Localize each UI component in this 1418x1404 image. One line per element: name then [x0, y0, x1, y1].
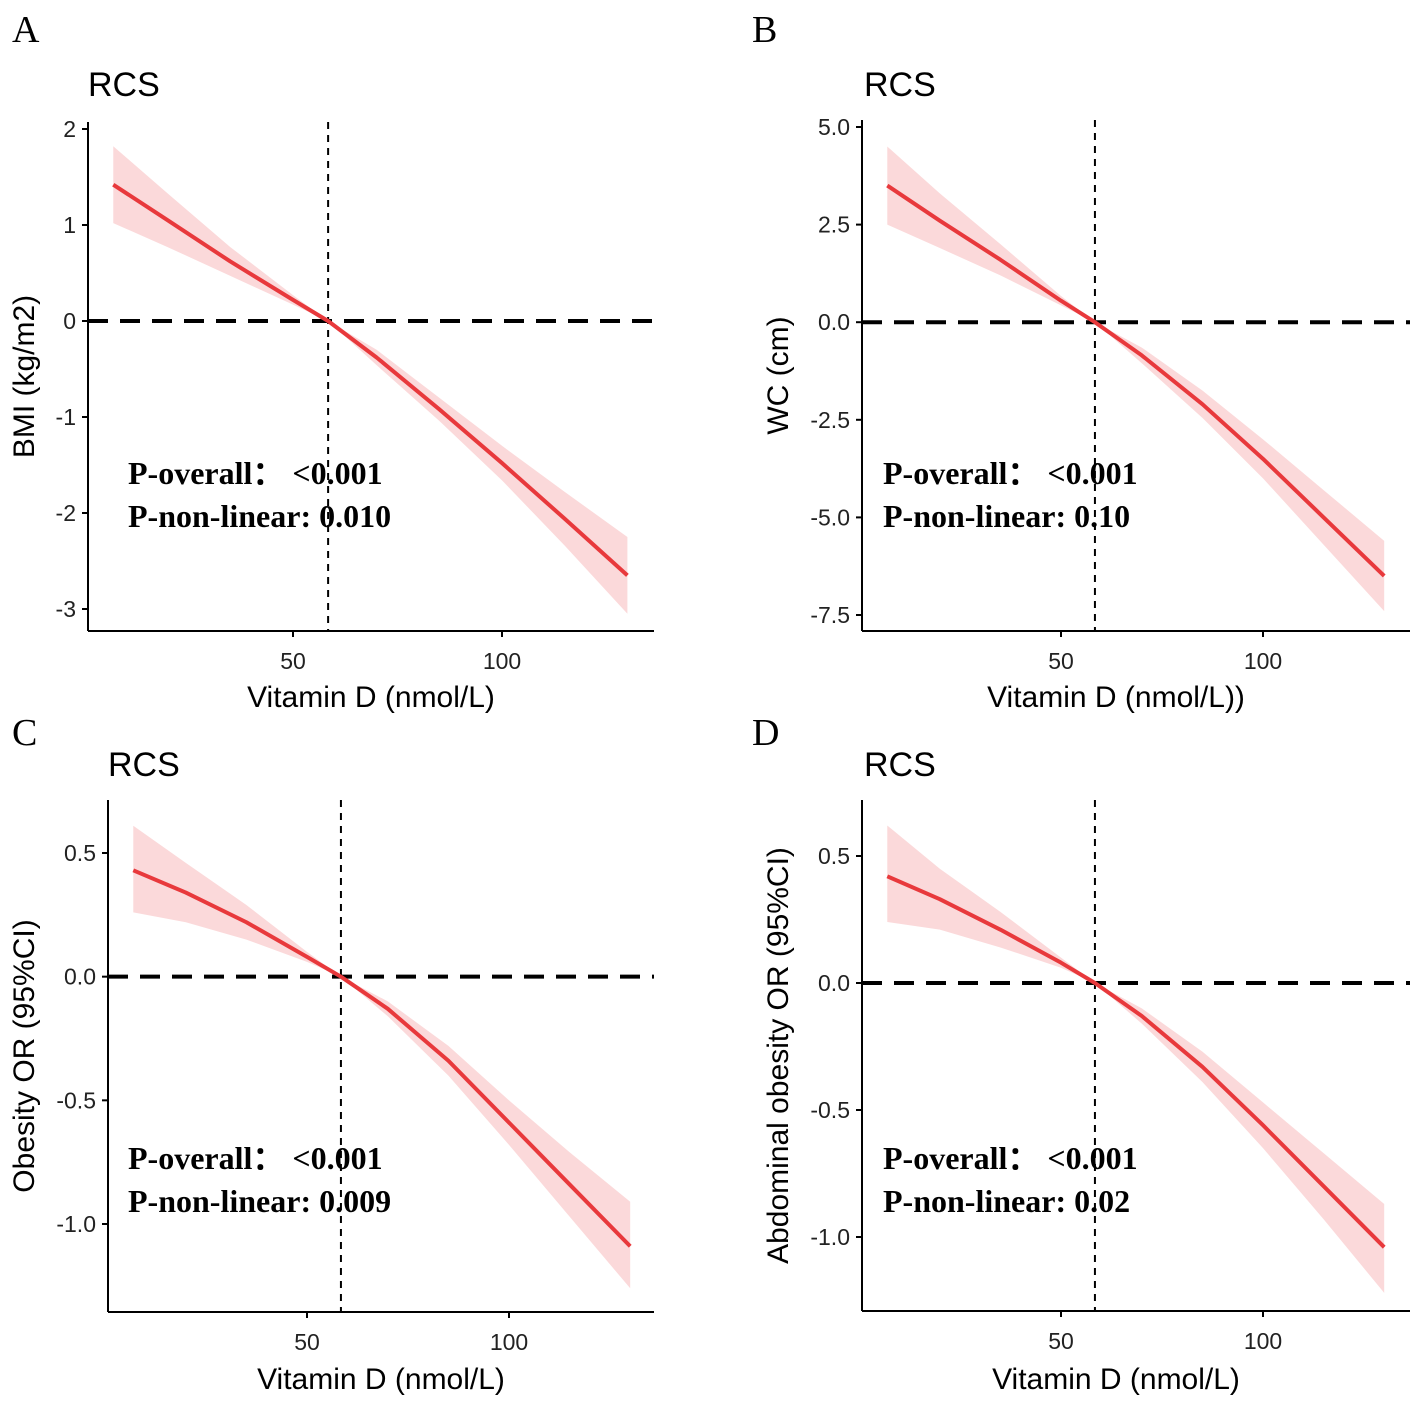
rcs-fit-line — [112, 183, 629, 577]
y-tick-label: -1 — [56, 404, 76, 430]
y-tick-label: 0.0 — [818, 970, 850, 996]
y-tick-label: 0.5 — [818, 843, 850, 869]
y-tick-label: -2.5 — [810, 407, 850, 433]
confidence-band — [887, 825, 1385, 1293]
panel-title: RCS — [864, 66, 936, 104]
x-tick-label: 50 — [294, 1329, 320, 1355]
y-tick-label: -2 — [56, 500, 76, 526]
panel-a: A RCS 2 1 0 -1 -2 -3 50 100 Vitamin D (nmol/L) BMI … — [8, 9, 654, 714]
p-nonlinear-annotation: P-non-linear: 0.010 — [128, 498, 391, 534]
confidence-band — [113, 146, 628, 614]
y-axis-label: Obesity OR (95%CI) — [8, 919, 41, 1192]
y-tick-label: 0.0 — [818, 309, 850, 335]
p-overall-annotation: P-overall： <0.001 — [883, 455, 1138, 491]
y-tick-label: 0.5 — [64, 840, 96, 866]
y-tick-label: 5.0 — [818, 114, 850, 140]
y-tick-label: -0.5 — [810, 1097, 850, 1123]
rcs-fit-line — [886, 183, 1386, 578]
panel-title: RCS — [108, 746, 180, 784]
y-axis-label: BMI (kg/m2) — [8, 295, 41, 458]
x-tick-label: 50 — [1048, 1328, 1074, 1354]
y-tick-label: 2.5 — [818, 212, 850, 238]
p-overall-annotation: P-overall： <0.001 — [128, 1140, 383, 1176]
panel-letter: D — [752, 712, 779, 754]
x-tick-label: 50 — [280, 648, 306, 674]
y-tick-label: -1.0 — [810, 1224, 850, 1250]
x-tick-label: 100 — [483, 648, 521, 674]
y-tick-label: -1.0 — [56, 1211, 96, 1237]
y-tick-label: 1 — [63, 212, 76, 238]
x-tick-label: 100 — [1244, 648, 1282, 674]
x-tick-label: 50 — [1048, 648, 1074, 674]
rcs-fit-line — [132, 868, 632, 1248]
y-tick-label: 2 — [63, 116, 76, 142]
x-axis-label: Vitamin D (nmol/L) — [247, 681, 495, 714]
p-nonlinear-annotation: P-non-linear: 0.10 — [883, 498, 1130, 534]
panel-letter: A — [12, 9, 40, 51]
y-tick-label: 0.0 — [64, 964, 96, 990]
p-overall-annotation: P-overall： <0.001 — [128, 455, 383, 491]
x-tick-label: 100 — [1244, 1328, 1282, 1354]
panel-letter: C — [12, 712, 37, 754]
y-tick-label: -7.5 — [810, 602, 850, 628]
x-axis-label: Vitamin D (nmol/L) — [257, 1363, 505, 1396]
y-axis-label: WC (cm) — [762, 316, 795, 434]
p-nonlinear-annotation: P-non-linear: 0.02 — [883, 1183, 1130, 1219]
panel-c: C RCS 0.5 0.0 -0.5 -1.0 50 100 Vitamin D (nmol/L… — [8, 712, 654, 1396]
confidence-band — [133, 825, 631, 1289]
confidence-band — [887, 146, 1385, 612]
y-axis-label: Abdominal obesity OR (95%CI) — [762, 847, 795, 1264]
panel-title: RCS — [864, 746, 936, 784]
p-nonlinear-annotation: P-non-linear: 0.009 — [128, 1183, 391, 1219]
rcs-fit-line — [886, 874, 1386, 1249]
x-tick-label: 100 — [490, 1329, 528, 1355]
p-overall-annotation: P-overall： <0.001 — [883, 1140, 1138, 1176]
y-tick-label: -0.5 — [56, 1087, 96, 1113]
y-tick-label: -5.0 — [810, 504, 850, 530]
panel-letter: B — [752, 9, 777, 51]
x-axis-label: Vitamin D (nmol/L)) — [987, 681, 1245, 714]
y-tick-label: -3 — [56, 596, 76, 622]
x-axis-label: Vitamin D (nmol/L) — [992, 1363, 1240, 1396]
y-tick-label: 0 — [63, 308, 76, 334]
panel-b: B RCS 5.0 2.5 0.0 -2.5 -5.0 -7.5 50 100 Vitamin D … — [752, 9, 1410, 714]
panel-title: RCS — [88, 66, 160, 104]
